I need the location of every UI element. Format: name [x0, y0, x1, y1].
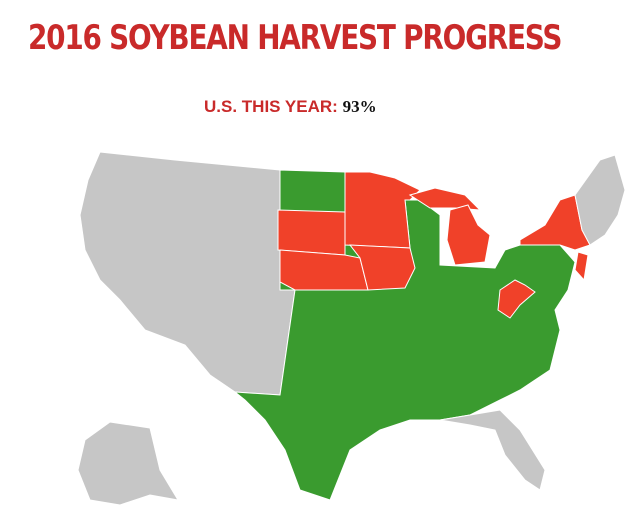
summary: U.S. THIS YEAR: 93% [204, 97, 377, 117]
western-states [79, 151, 296, 396]
summary-label: U.S. THIS YEAR: [204, 97, 338, 116]
michigan-upper [408, 187, 482, 211]
iowa [348, 244, 416, 291]
summary-value: 93% [342, 97, 377, 116]
title: 2016 SOYBEAN HARVEST PROGRESS [28, 18, 562, 58]
new-england [574, 154, 626, 246]
new-jersey [574, 251, 589, 282]
michigan-lower [446, 204, 491, 266]
florida [439, 409, 546, 491]
south-dakota [277, 209, 346, 256]
west-virginia [497, 279, 536, 319]
alaska [77, 421, 179, 506]
